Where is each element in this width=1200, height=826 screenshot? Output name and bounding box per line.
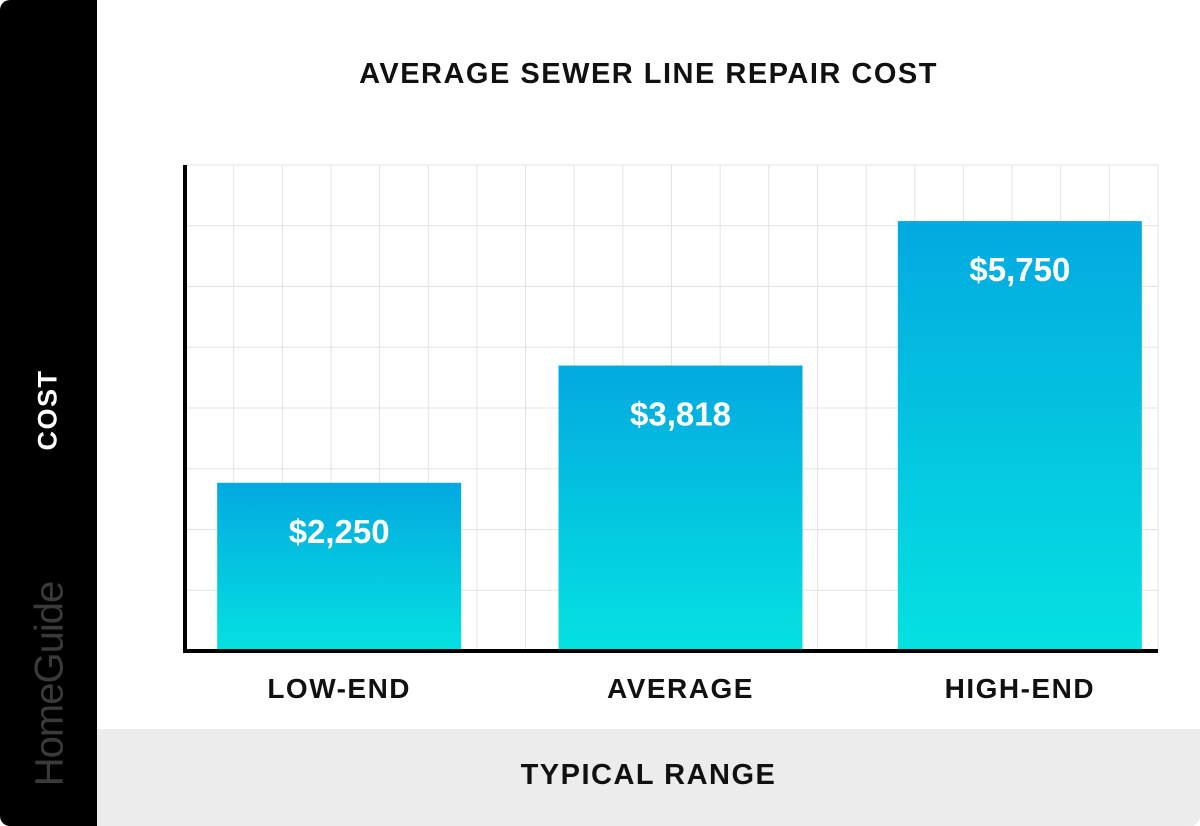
bar-high-end [897, 221, 1142, 652]
bar-value-label: $3,818 [630, 396, 731, 433]
x-axis-band: TYPICAL RANGE [97, 729, 1200, 826]
x-tick-label: LOW-END [267, 673, 411, 704]
bar-low-end [217, 482, 462, 651]
x-tick-label: AVERAGE [607, 673, 754, 704]
sidebar: COST HomeGuide [0, 0, 97, 826]
x-tick-label: HIGH-END [945, 673, 1095, 704]
bar-value-label: $2,250 [289, 513, 390, 550]
x-axis-label: TYPICAL RANGE [520, 759, 777, 791]
bar-value-label: $5,750 [969, 251, 1070, 288]
bar-average [558, 365, 803, 651]
chart-title: AVERAGE SEWER LINE REPAIR COST [359, 58, 938, 90]
